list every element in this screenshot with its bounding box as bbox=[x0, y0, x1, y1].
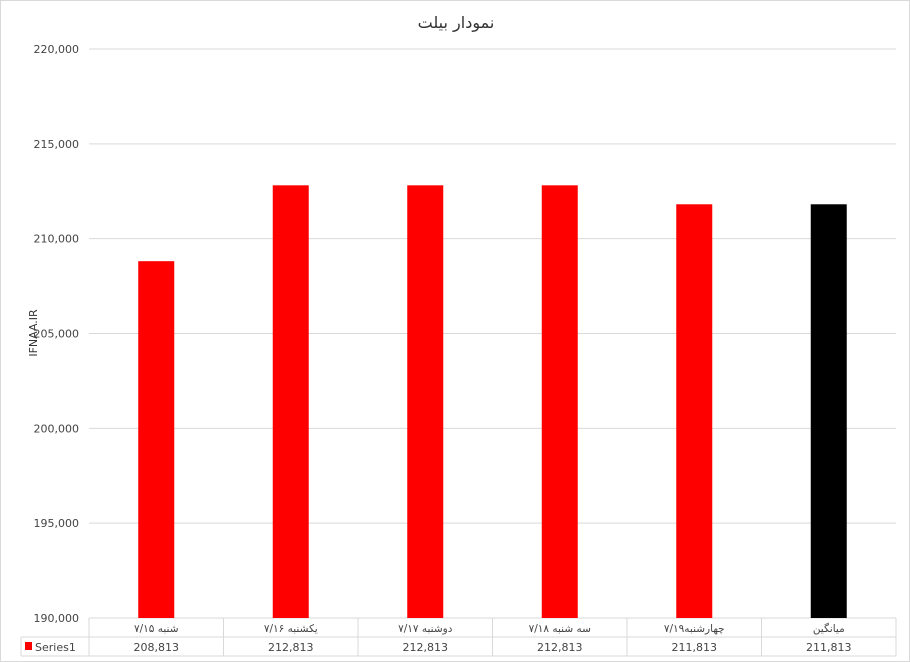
bar bbox=[810, 204, 847, 619]
y-tick-label: 215,000 bbox=[34, 138, 80, 151]
y-tick-label: 205,000 bbox=[34, 328, 80, 341]
y-tick-label: 210,000 bbox=[34, 233, 80, 246]
x-tick-label: سه شنبه ۷/۱۸ bbox=[529, 623, 591, 635]
legend-label: Series1 bbox=[35, 641, 76, 654]
x-tick-label: یکشنبه ۷/۱۶ bbox=[264, 623, 318, 635]
bar bbox=[272, 185, 309, 619]
y-tick-label: 190,000 bbox=[34, 612, 80, 625]
y-tick-label: 195,000 bbox=[34, 517, 80, 530]
data-table-value: 211,813 bbox=[672, 641, 718, 654]
bar bbox=[676, 204, 713, 619]
y-tick-label: 200,000 bbox=[34, 422, 80, 435]
x-tick-label: میانگین bbox=[813, 622, 845, 635]
x-tick-label: دوشنبه ۷/۱۷ bbox=[398, 623, 453, 635]
x-tick-label: چهارشنبه۷/۱۹ bbox=[664, 623, 725, 635]
bar bbox=[138, 261, 175, 618]
x-tick-label: شنبه ۷/۱۵ bbox=[134, 623, 179, 635]
bar bbox=[541, 185, 578, 619]
y-tick-label: 220,000 bbox=[34, 43, 80, 56]
data-table-value: 211,813 bbox=[806, 641, 852, 654]
data-table-value: 208,813 bbox=[134, 641, 180, 654]
chart-title: نمودار بیلت bbox=[418, 13, 495, 33]
data-table-value: 212,813 bbox=[537, 641, 583, 654]
bar bbox=[407, 185, 444, 619]
data-table-value: 212,813 bbox=[403, 641, 449, 654]
legend-key bbox=[25, 642, 32, 650]
y-axis-label: IFNAA.IR bbox=[27, 309, 40, 357]
data-table-value: 212,813 bbox=[268, 641, 314, 654]
